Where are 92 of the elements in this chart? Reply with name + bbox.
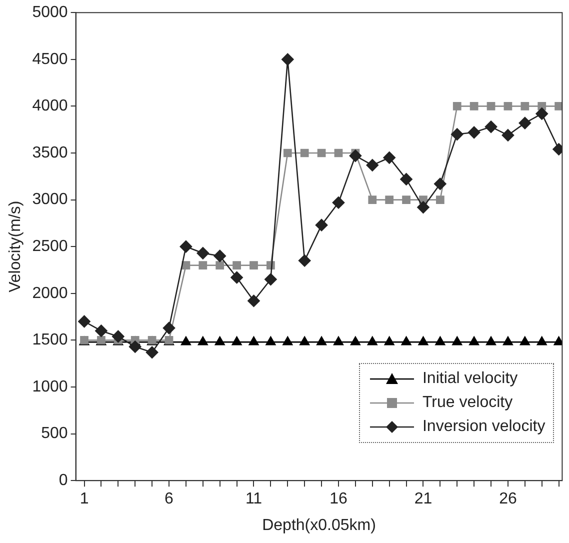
point bbox=[283, 148, 292, 158]
point bbox=[300, 336, 310, 346]
point bbox=[436, 196, 444, 204]
point bbox=[383, 152, 396, 164]
point bbox=[248, 336, 259, 346]
point bbox=[520, 102, 530, 110]
point bbox=[536, 336, 547, 346]
x-tick-label: 21 bbox=[414, 490, 432, 508]
point bbox=[486, 336, 496, 346]
point bbox=[317, 148, 326, 158]
point bbox=[385, 196, 394, 204]
point bbox=[435, 336, 446, 346]
y-tick-label: 1500 bbox=[32, 332, 68, 349]
y-tick-label: 1000 bbox=[32, 378, 68, 396]
y-tick-label: 3500 bbox=[32, 144, 68, 162]
point bbox=[332, 196, 345, 209]
legend-label: True velocity bbox=[422, 394, 513, 412]
point bbox=[536, 108, 548, 120]
point bbox=[469, 336, 480, 346]
point bbox=[300, 148, 309, 158]
point bbox=[486, 102, 496, 110]
point bbox=[232, 261, 241, 270]
point bbox=[334, 148, 343, 158]
point bbox=[95, 324, 108, 337]
point bbox=[316, 336, 327, 346]
x-tick-label: 11 bbox=[245, 490, 262, 508]
point bbox=[450, 128, 464, 140]
point bbox=[554, 102, 562, 110]
y-tick-label: 500 bbox=[41, 425, 68, 442]
point bbox=[162, 322, 176, 334]
y-tick-label: 3000 bbox=[32, 191, 68, 208]
x-axis-title: Depth(x0.05km) bbox=[262, 516, 376, 534]
point bbox=[402, 196, 410, 204]
point bbox=[112, 330, 124, 343]
point bbox=[401, 336, 412, 346]
point bbox=[298, 254, 311, 267]
point bbox=[146, 346, 158, 359]
point bbox=[232, 336, 242, 346]
point bbox=[182, 261, 190, 270]
point bbox=[128, 340, 142, 353]
y-tick-label: 2000 bbox=[32, 284, 68, 302]
point bbox=[367, 336, 378, 346]
y-tick-label: 4000 bbox=[32, 98, 68, 115]
point bbox=[384, 336, 394, 346]
point bbox=[281, 53, 294, 66]
legend-label: Inversion velocity bbox=[422, 418, 546, 436]
point bbox=[452, 102, 462, 110]
point bbox=[264, 273, 277, 286]
point bbox=[282, 336, 293, 346]
point bbox=[470, 102, 478, 110]
point bbox=[368, 196, 377, 204]
point bbox=[349, 150, 362, 162]
point bbox=[214, 250, 226, 262]
point bbox=[214, 336, 225, 346]
point bbox=[366, 159, 379, 172]
point bbox=[518, 116, 532, 130]
point bbox=[315, 218, 328, 232]
point bbox=[434, 178, 446, 190]
point bbox=[196, 247, 210, 260]
x-tick-label: 1 bbox=[80, 490, 89, 508]
y-axis-title: Velocity(m/s) bbox=[7, 200, 24, 292]
point bbox=[180, 336, 191, 346]
point bbox=[504, 102, 512, 110]
y-tick-label: 5000 bbox=[32, 4, 68, 22]
point bbox=[198, 261, 208, 270]
point bbox=[452, 336, 462, 346]
y-tick-label: 4500 bbox=[32, 50, 68, 68]
point bbox=[400, 173, 412, 186]
point bbox=[198, 336, 208, 346]
point bbox=[554, 336, 562, 346]
legend-label: Initial velocity bbox=[422, 370, 518, 388]
point bbox=[266, 336, 276, 346]
point bbox=[248, 294, 260, 308]
y-tick-label: 0 bbox=[58, 472, 68, 490]
point bbox=[417, 201, 430, 214]
point bbox=[520, 336, 530, 346]
point bbox=[502, 336, 513, 346]
point bbox=[180, 240, 192, 253]
point bbox=[230, 271, 243, 284]
x-tick-label: 16 bbox=[330, 490, 348, 508]
point bbox=[484, 120, 498, 133]
point bbox=[250, 261, 258, 270]
x-tick-label: 26 bbox=[499, 490, 517, 508]
point bbox=[502, 129, 514, 142]
x-tick-label: 6 bbox=[164, 490, 174, 508]
point bbox=[468, 126, 480, 139]
point bbox=[418, 336, 428, 346]
point bbox=[216, 261, 224, 270]
point bbox=[78, 315, 90, 328]
point bbox=[334, 336, 344, 346]
point bbox=[350, 336, 360, 346]
y-tick-label: 2500 bbox=[32, 238, 68, 256]
